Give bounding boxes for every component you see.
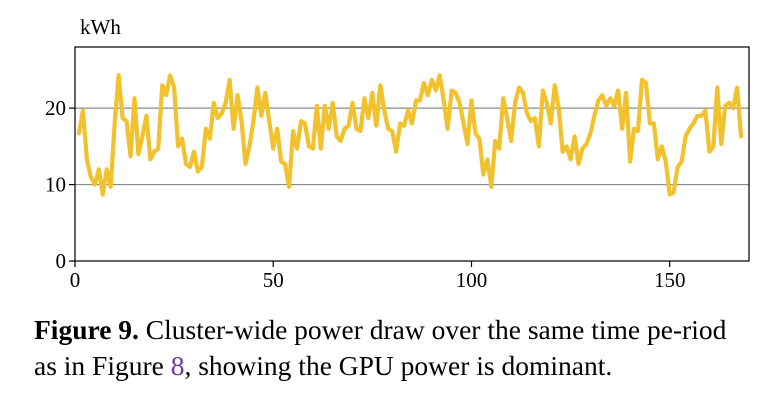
plot-frame — [74, 46, 750, 262]
x-tick-label: 100 — [456, 268, 488, 292]
y-tick-label: 0 — [56, 249, 67, 273]
y-axis-ticks: 0 10 20 — [45, 96, 75, 273]
x-axis-ticks: 0 50 100 150 — [70, 261, 686, 292]
caption-text-before: Cluster-wide power draw over the same ti… — [34, 314, 727, 381]
x-tick-label: 0 — [70, 268, 81, 292]
gridlines — [75, 107, 749, 186]
figure-reference-link[interactable]: 8 — [170, 350, 185, 381]
caption-text-after: , showing the GPU power is dominant. — [184, 350, 613, 381]
caption-label: Figure 9. — [34, 314, 139, 345]
x-tick-label: 50 — [263, 268, 284, 292]
figure-caption: Figure 9. Cluster-wide power draw over t… — [34, 312, 754, 384]
series-line-0 — [76, 73, 744, 197]
y-axis-label: kWh — [80, 15, 121, 39]
series-layer — [76, 73, 744, 197]
power-draw-chart: kWh 0 10 20 0 50 100 150 — [45, 15, 750, 292]
y-tick-label: 20 — [45, 96, 66, 120]
y-tick-label: 10 — [45, 173, 66, 197]
x-tick-label: 150 — [654, 268, 686, 292]
